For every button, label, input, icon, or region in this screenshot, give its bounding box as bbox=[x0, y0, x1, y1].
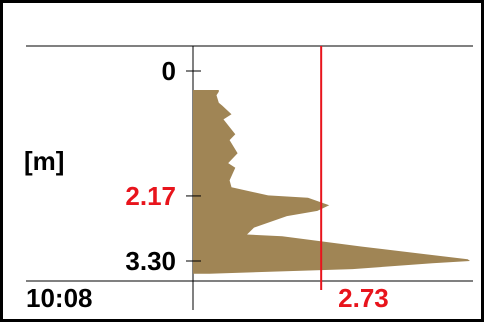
y-tick-label-0: 0 bbox=[162, 56, 176, 86]
profile-area bbox=[193, 90, 470, 274]
y-tick-label-1: 2.17 bbox=[125, 181, 176, 211]
marker-label: 2.73 bbox=[338, 283, 389, 313]
y-tick-label-2: 3.30 bbox=[125, 246, 176, 276]
y-axis-label: [m] bbox=[24, 146, 64, 176]
time-label: 10:08 bbox=[26, 283, 93, 313]
